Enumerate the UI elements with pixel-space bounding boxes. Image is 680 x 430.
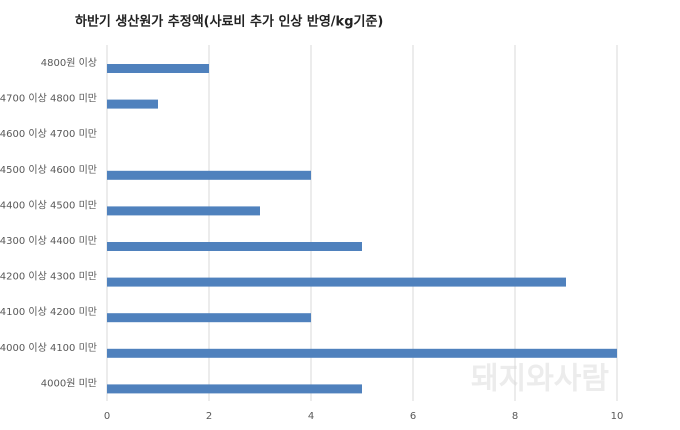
y-tick-label: 4200 이상 4300 미만 xyxy=(0,271,97,283)
bar xyxy=(107,242,362,251)
bar xyxy=(107,170,311,180)
x-tick-label: 10 xyxy=(611,411,624,422)
y-tick-label: 4300 이상 4400 미만 xyxy=(0,235,97,247)
bar xyxy=(107,99,158,109)
bar xyxy=(107,384,362,394)
x-tick-label: 2 xyxy=(206,411,212,422)
y-tick-label: 4500 이상 4600 미만 xyxy=(0,164,97,176)
x-tick-label: 8 xyxy=(512,411,518,422)
y-tick-label: 4700 이상 4800 미만 xyxy=(0,93,97,105)
y-tick-label: 4400 이상 4500 미만 xyxy=(0,199,97,211)
bar xyxy=(107,348,617,358)
y-tick-label: 4000 이상 4100 미만 xyxy=(0,342,97,354)
x-tick-label: 6 xyxy=(410,411,416,422)
y-tick-label: 4600 이상 4700 미만 xyxy=(0,128,97,140)
bar xyxy=(107,313,311,323)
y-tick-label: 4800원 이상 xyxy=(41,57,97,69)
x-tick-label: 4 xyxy=(308,411,314,422)
bar xyxy=(107,206,260,216)
chart-title: 하반기 생산원가 추정액(사료비 추가 인상 반영/kg기준) xyxy=(75,14,383,30)
watermark: 돼지와사람 xyxy=(471,362,609,397)
y-tick-label: 4100 이상 4200 미만 xyxy=(0,306,97,318)
bar xyxy=(107,64,209,73)
y-tick-label: 4000원 미만 xyxy=(41,377,97,389)
bar xyxy=(107,277,566,287)
x-tick-label: 0 xyxy=(104,411,110,422)
